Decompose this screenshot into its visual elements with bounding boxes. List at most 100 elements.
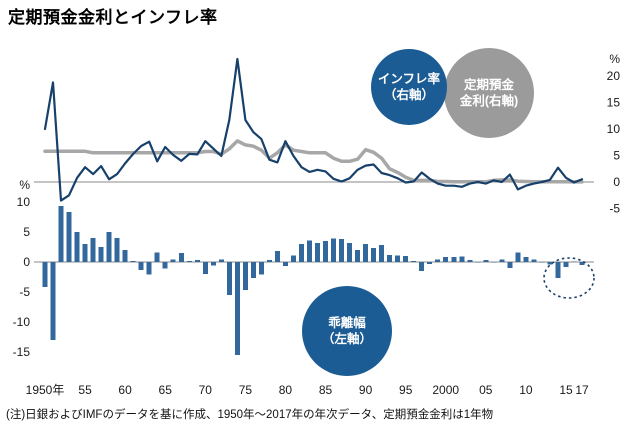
deviation-bar (178, 253, 184, 262)
source-note: (注)日銀およびIMFのデータを基に作成、1950年～2017年の年次データ、定… (6, 409, 494, 421)
svg-text:60: 60 (118, 383, 132, 397)
deviation-bar (218, 259, 224, 262)
deviation-bar (363, 244, 369, 262)
deviation-bar (146, 262, 152, 275)
deviation-bar (523, 257, 529, 262)
deviation-bar (515, 252, 521, 262)
inflation-legend-line2: （右軸） (383, 88, 434, 102)
svg-text:5: 5 (23, 225, 30, 239)
deposit-legend-line1: 定期預金 (463, 77, 514, 92)
deviation-bar (274, 251, 280, 262)
deviation-bar (467, 260, 473, 262)
deviation-bar (186, 260, 192, 262)
deviation-bar (499, 259, 505, 262)
svg-text:10: 10 (607, 122, 621, 136)
svg-text:55: 55 (78, 383, 92, 397)
svg-text:-5: -5 (19, 285, 30, 299)
deviation-bar (355, 250, 361, 262)
deviation-bar (563, 262, 569, 267)
highlight-ellipse (543, 257, 595, 299)
deviation-bar (555, 262, 561, 279)
deviation-bar (162, 262, 168, 269)
deviation-legend-badge: 乖離幅 （左軸） (302, 286, 392, 376)
deviation-bar (299, 244, 304, 262)
deviation-bar (339, 239, 345, 262)
inflation-legend-line1: インフレ率 (377, 71, 441, 86)
deviation-bar (547, 262, 553, 265)
svg-text:1950年: 1950年 (26, 383, 65, 397)
deviation-bar (194, 260, 200, 262)
deviation-bar (315, 242, 320, 262)
svg-text:10: 10 (519, 383, 533, 397)
svg-text:-10: -10 (13, 315, 31, 329)
deposit-legend-line2: 金利(右軸) (459, 94, 519, 108)
deviation-legend-line1: 乖離幅 (328, 315, 366, 330)
chart-title: 定期預金金利とインフレ率 (8, 8, 218, 27)
deviation-bar (130, 260, 136, 262)
deviation-bar (42, 262, 48, 288)
deviation-bar (539, 262, 545, 263)
deviation-bar (58, 206, 64, 262)
deviation-bar (531, 259, 537, 262)
deviation-bar (579, 262, 585, 265)
deviation-bar (443, 257, 449, 262)
svg-text:-15: -15 (13, 345, 31, 359)
deviation-bar (106, 232, 112, 262)
svg-text:0: 0 (613, 175, 620, 189)
svg-text:85: 85 (319, 383, 333, 397)
deviation-bar (459, 256, 465, 262)
deviation-bar (66, 212, 72, 262)
deviation-bar (242, 262, 248, 291)
deviation-bar (323, 241, 328, 262)
deviation-bar (435, 259, 441, 262)
svg-text:95: 95 (399, 383, 413, 397)
deviation-bar (234, 262, 240, 355)
deviation-bar (419, 262, 425, 271)
svg-text:20: 20 (607, 69, 621, 83)
deviation-bar (266, 260, 272, 262)
deposit-legend-badge: 定期預金 金利(右軸) (444, 48, 534, 138)
deviation-bar (571, 261, 577, 262)
svg-text:90: 90 (359, 383, 373, 397)
deviation-bar (258, 262, 264, 275)
deviation-bar (122, 250, 128, 262)
deviation-bar (74, 232, 80, 262)
deviation-bar (331, 238, 336, 262)
deviation-bar (387, 254, 393, 262)
deviation-legend-line2: （左軸） (321, 332, 372, 346)
deviation-bar (307, 240, 312, 262)
svg-text:10: 10 (17, 195, 31, 209)
deviation-bar (403, 256, 409, 262)
deviation-bars (42, 206, 585, 355)
deviation-bar (379, 245, 385, 262)
deviation-bar (90, 238, 96, 262)
deviation-bar (347, 242, 353, 262)
svg-text:-5: -5 (609, 202, 620, 216)
deviation-bar (170, 259, 176, 262)
deviation-bar (98, 247, 104, 262)
svg-text:15: 15 (559, 383, 573, 397)
deviation-bar (395, 255, 401, 262)
right-axis-labels: % 20 15 10 5 0 -5 (607, 52, 621, 216)
inflation-legend-badge: インフレ率 （右軸） (371, 49, 447, 125)
deviation-bar (138, 262, 144, 270)
svg-text:%: % (609, 52, 620, 66)
svg-text:80: 80 (279, 383, 293, 397)
svg-text:15: 15 (607, 96, 621, 110)
x-axis-labels: 1950年 55 60 65 70 75 80 85 90 95 2000 05 10 15 17 (26, 383, 589, 397)
deviation-bar (114, 238, 120, 262)
deviation-bar (50, 262, 56, 340)
deviation-bar (291, 255, 296, 262)
deviation-bar (210, 262, 216, 266)
deviation-bar (82, 244, 88, 262)
deviation-bar (427, 262, 433, 264)
deviation-bar (282, 262, 288, 267)
svg-text:5: 5 (613, 149, 620, 163)
deviation-bar (411, 260, 417, 262)
deviation-bar (507, 262, 513, 268)
svg-text:65: 65 (159, 383, 173, 397)
svg-text:2000: 2000 (432, 383, 459, 397)
deviation-bar (371, 248, 377, 262)
